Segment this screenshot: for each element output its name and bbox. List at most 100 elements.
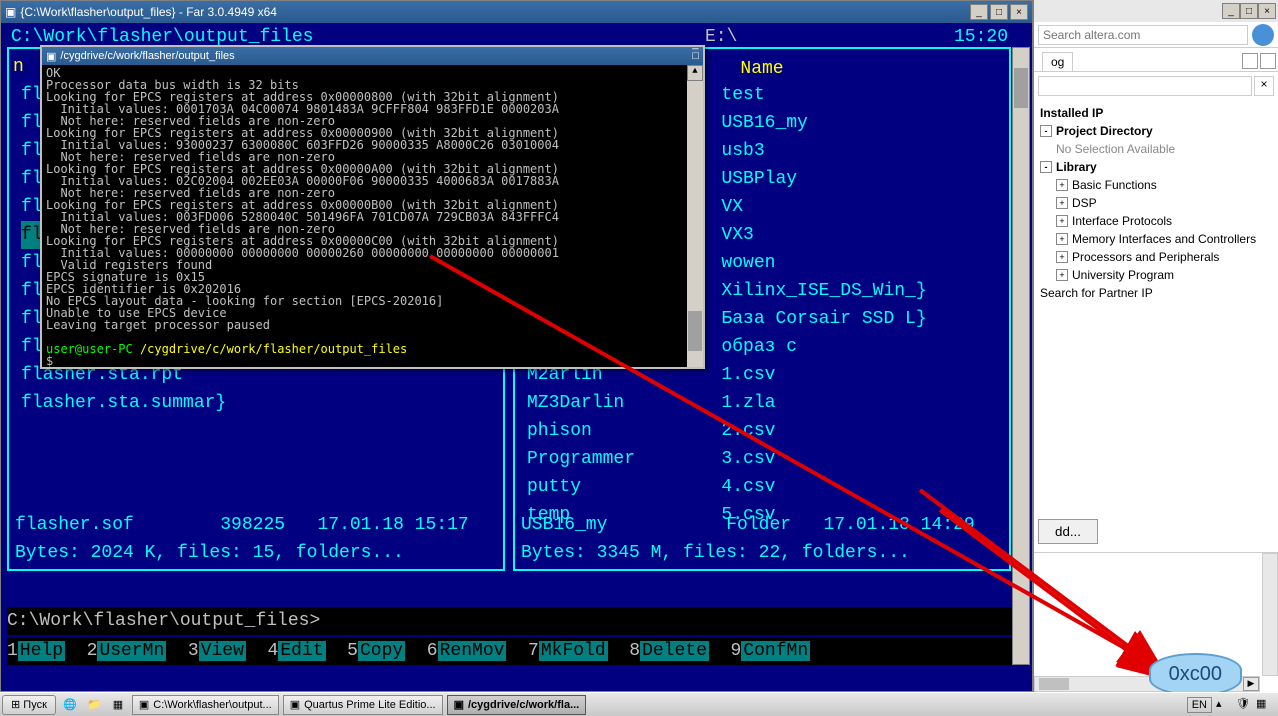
tray-lang[interactable]: EN (1187, 697, 1212, 713)
terminal-prompt[interactable]: user@user-PC /cygdrive/c/work/flasher/ou… (46, 331, 699, 367)
ql-ie-icon[interactable]: 🌐 (60, 695, 80, 715)
fkey-edit[interactable]: 4Edit (268, 637, 348, 665)
far-fkeys: 1Help 2UserMn 3View 4Edit 5Copy 6RenMov … (7, 637, 1026, 665)
right-stats: Bytes: 3345 M, files: 22, folders... (521, 539, 1003, 567)
filter-input[interactable] (1038, 76, 1252, 96)
fkey-renmov[interactable]: 6RenMov (427, 637, 528, 665)
cygwin-output[interactable]: OKProcessor data bus width is 32 bitsLoo… (42, 65, 703, 367)
tab-catalog[interactable]: og (1042, 52, 1073, 71)
file-row[interactable]: Programmer 3.csv (527, 445, 1001, 473)
left-selected-file: flasher.sof (15, 515, 134, 535)
fkey-mkfold[interactable]: 7MkFold (528, 637, 629, 665)
q-close-button[interactable]: × (1258, 3, 1276, 19)
quartus-panel: _ □ × og × Installed IP-Project Director… (1033, 0, 1278, 692)
file-row[interactable]: putty 4.csv (527, 473, 1001, 501)
scroll-right-icon[interactable]: ▶ (1243, 677, 1259, 691)
tree-node[interactable]: +Processors and Peripherals (1036, 248, 1276, 266)
tab-tool-1[interactable] (1242, 53, 1258, 69)
expand-icon[interactable]: + (1056, 179, 1068, 191)
fkey-view[interactable]: 3View (188, 637, 268, 665)
ql-app-icon[interactable]: ▦ (108, 695, 128, 715)
q-minimize-button[interactable]: _ (1222, 3, 1240, 19)
tree-node[interactable]: +Memory Interfaces and Controllers (1036, 230, 1276, 248)
taskbar-task[interactable]: ▣C:\Work\flasher\output... (132, 695, 279, 715)
right-selected-date: 17.01.18 14:29 (823, 515, 974, 535)
tray-shield-icon[interactable]: 🛡 (1236, 697, 1252, 713)
far-scrollbar[interactable] (1012, 47, 1030, 665)
taskbar-task[interactable]: ▣/cygdrive/c/work/fla... (447, 695, 587, 715)
cyg-minimize-button[interactable]: _ (692, 38, 699, 50)
quartus-search-bar (1034, 22, 1278, 48)
tray-app-icon[interactable]: ▦ (1256, 697, 1272, 713)
quartus-titlebar: _ □ × (1034, 0, 1278, 22)
filter-clear-icon[interactable]: × (1254, 76, 1274, 96)
expand-icon[interactable]: + (1056, 197, 1068, 209)
cyg-scroll-thumb[interactable] (688, 311, 702, 351)
quartus-tabs: og (1034, 48, 1278, 72)
far-titlebar[interactable]: ▣ {C:\Work\flasher\output_files} - Far 3… (1, 1, 1032, 23)
quartus-filter: × (1034, 72, 1278, 100)
right-selected-file: USB16_my (521, 515, 607, 535)
terminal-line: Leaving target processor paused (46, 319, 699, 331)
far-app-icon: ▣ (5, 5, 16, 19)
tree-node[interactable]: -Project Directory (1036, 122, 1276, 140)
minimize-button[interactable]: _ (970, 4, 988, 20)
tree-node[interactable]: -Library (1036, 158, 1276, 176)
cygwin-terminal: ▣ /cygdrive/c/work/flasher/output_files … (40, 45, 705, 369)
callout-bubble: 0xc00 (1149, 653, 1242, 696)
search-input[interactable] (1038, 25, 1248, 45)
tree-node[interactable]: +University Program (1036, 266, 1276, 284)
fkey-help[interactable]: 1Help (7, 637, 87, 665)
tree-node[interactable]: Search for Partner IP (1036, 284, 1276, 302)
tab-tool-2[interactable] (1260, 53, 1276, 69)
fkey-confmn[interactable]: 9ConfMn (731, 637, 832, 665)
expand-icon[interactable]: - (1040, 125, 1052, 137)
cygwin-icon: ▣ (46, 50, 56, 63)
left-drive-letter: n (13, 53, 24, 81)
cygwin-scrollbar[interactable]: ▲ (687, 65, 703, 367)
tree-node[interactable]: +Interface Protocols (1036, 212, 1276, 230)
search-icon[interactable] (1252, 24, 1274, 46)
file-row[interactable]: flasher.sta.summar} (21, 389, 495, 417)
far-cmdline[interactable]: C:\Work\flasher\output_files> (7, 607, 1026, 635)
fkey-delete[interactable]: 8Delete (629, 637, 730, 665)
add-button[interactable]: dd... (1038, 519, 1098, 544)
left-stats: Bytes: 2024 K, files: 15, folders... (15, 539, 497, 567)
start-button[interactable]: ⊞ Пуск (2, 695, 56, 715)
tree-node[interactable]: Installed IP (1036, 104, 1276, 122)
close-button[interactable]: × (1010, 4, 1028, 20)
scroll-up-icon[interactable]: ▲ (687, 65, 703, 81)
ip-catalog-tree[interactable]: Installed IP-Project DirectoryNo Selecti… (1034, 100, 1278, 511)
tree-node[interactable]: +DSP (1036, 194, 1276, 212)
task-buttons: ▣C:\Work\flasher\output...▣Quartus Prime… (130, 695, 588, 715)
q-scroll-h-thumb[interactable] (1039, 678, 1069, 690)
tree-node[interactable]: +Basic Functions (1036, 176, 1276, 194)
fkey-copy[interactable]: 5Copy (347, 637, 427, 665)
expand-icon[interactable]: + (1056, 251, 1068, 263)
taskbar-task[interactable]: ▣Quartus Prime Lite Editio... (283, 695, 443, 715)
scrollbar-thumb[interactable] (1014, 68, 1028, 108)
ql-explorer-icon[interactable]: 📁 (84, 695, 104, 715)
tree-node[interactable]: No Selection Available (1036, 140, 1276, 158)
system-tray: EN ▴ 🛡 ▦ (1181, 697, 1278, 713)
fkey-usermn[interactable]: 2UserMn (87, 637, 188, 665)
expand-icon[interactable]: + (1056, 269, 1068, 281)
left-selected-date: 17.01.18 15:17 (317, 515, 468, 535)
left-selected-size: 398225 (220, 515, 285, 535)
expand-icon[interactable]: + (1056, 233, 1068, 245)
file-row[interactable]: MZ3Darlin 1.zla (527, 389, 1001, 417)
start-icon: ⊞ (11, 698, 20, 711)
maximize-button[interactable]: □ (990, 4, 1008, 20)
q-maximize-button[interactable]: □ (1240, 3, 1258, 19)
right-panel-footer: USB16_my Folder 17.01.18 14:29 Bytes: 33… (521, 511, 1003, 567)
far-title: {C:\Work\flasher\output_files} - Far 3.0… (20, 5, 970, 19)
q-scroll-v[interactable] (1262, 553, 1278, 676)
cyg-maximize-button[interactable]: □ (692, 50, 699, 62)
cygwin-title: /cygdrive/c/work/flasher/output_files (60, 50, 692, 62)
file-row[interactable]: phison 2.csv (527, 417, 1001, 445)
tray-arrow-icon[interactable]: ▴ (1216, 697, 1232, 713)
expand-icon[interactable]: - (1040, 161, 1052, 173)
left-panel-footer: flasher.sof 398225 17.01.18 15:17 Bytes:… (15, 511, 497, 567)
cygwin-titlebar[interactable]: ▣ /cygdrive/c/work/flasher/output_files … (42, 47, 703, 65)
expand-icon[interactable]: + (1056, 215, 1068, 227)
